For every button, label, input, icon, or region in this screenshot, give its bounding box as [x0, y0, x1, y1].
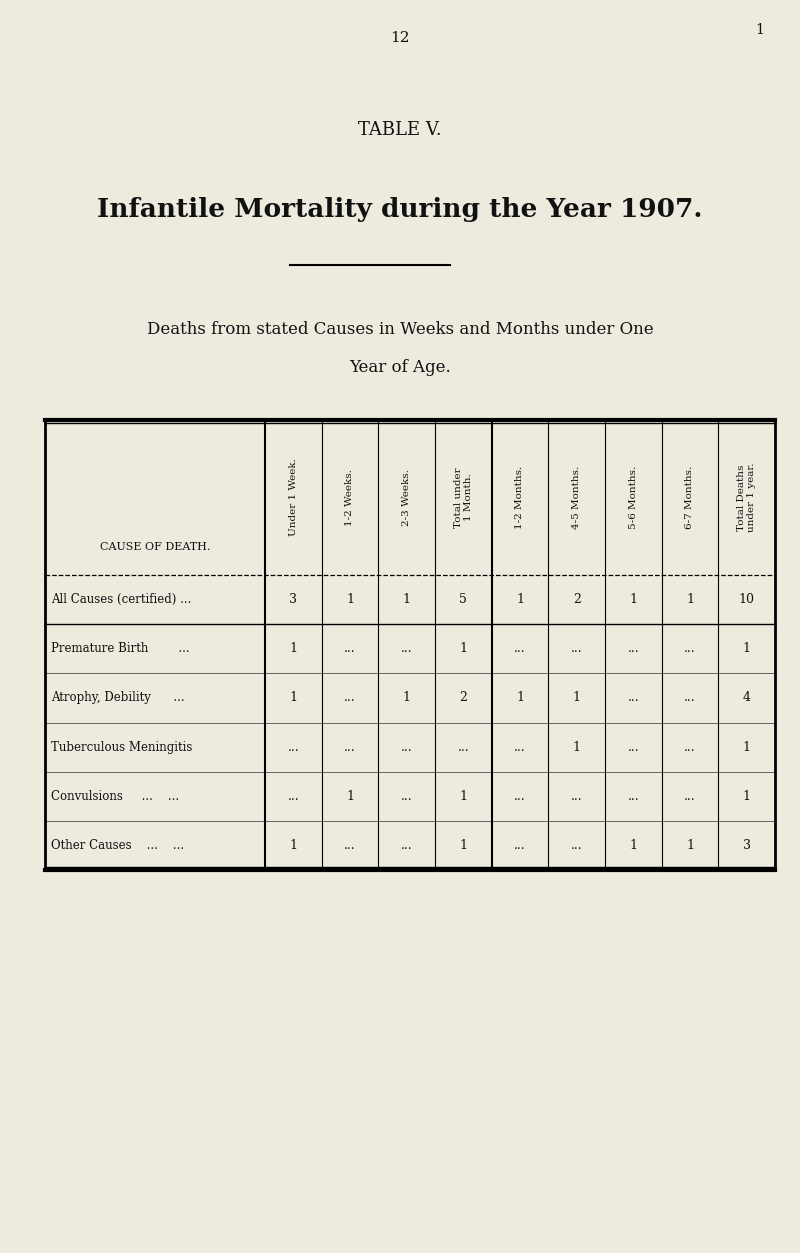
- Text: ...: ...: [401, 643, 413, 655]
- Text: Other Causes    ...    ...: Other Causes ... ...: [51, 840, 184, 852]
- Text: 1: 1: [742, 741, 750, 753]
- Text: 1: 1: [742, 789, 750, 803]
- Text: Tuberculous Meningitis: Tuberculous Meningitis: [51, 741, 192, 753]
- Text: ...: ...: [401, 741, 413, 753]
- Text: 1: 1: [742, 643, 750, 655]
- Text: 1: 1: [290, 692, 298, 704]
- Text: All Causes (certified) ...: All Causes (certified) ...: [51, 593, 191, 606]
- Text: Total under
1 Month.: Total under 1 Month.: [454, 467, 473, 528]
- Text: 1: 1: [516, 593, 524, 606]
- Text: 1-2 Weeks.: 1-2 Weeks.: [346, 469, 354, 526]
- Text: ...: ...: [344, 741, 356, 753]
- Text: Total Deaths
under 1 year.: Total Deaths under 1 year.: [737, 462, 756, 533]
- Text: 12: 12: [390, 31, 410, 45]
- Text: ...: ...: [287, 741, 299, 753]
- Text: 2-3 Weeks.: 2-3 Weeks.: [402, 469, 411, 526]
- Text: ...: ...: [684, 643, 696, 655]
- Text: ...: ...: [458, 741, 469, 753]
- Text: 4: 4: [742, 692, 750, 704]
- Text: Premature Birth        ...: Premature Birth ...: [51, 643, 190, 655]
- Text: 1: 1: [573, 741, 581, 753]
- Text: ...: ...: [627, 741, 639, 753]
- Text: ...: ...: [684, 789, 696, 803]
- Text: ...: ...: [344, 692, 356, 704]
- Text: ...: ...: [401, 789, 413, 803]
- Text: 1: 1: [459, 840, 467, 852]
- Text: 2: 2: [573, 593, 581, 606]
- Text: 6-7 Months.: 6-7 Months.: [686, 466, 694, 529]
- Text: ...: ...: [684, 692, 696, 704]
- Text: 1: 1: [290, 643, 298, 655]
- Text: ...: ...: [627, 789, 639, 803]
- Text: ...: ...: [344, 643, 356, 655]
- Text: ...: ...: [684, 741, 696, 753]
- Text: ...: ...: [627, 692, 639, 704]
- Text: 2: 2: [459, 692, 467, 704]
- Text: 3: 3: [742, 840, 750, 852]
- Text: ...: ...: [401, 840, 413, 852]
- Text: ...: ...: [514, 789, 526, 803]
- Text: TABLE V.: TABLE V.: [358, 122, 442, 139]
- Text: 10: 10: [738, 593, 754, 606]
- Text: 5: 5: [459, 593, 467, 606]
- Text: 1: 1: [459, 789, 467, 803]
- Text: ...: ...: [571, 840, 582, 852]
- Text: CAUSE OF DEATH.: CAUSE OF DEATH.: [100, 543, 210, 553]
- Text: 1: 1: [346, 789, 354, 803]
- Text: 1: 1: [402, 692, 410, 704]
- Text: ...: ...: [514, 643, 526, 655]
- Text: ...: ...: [571, 643, 582, 655]
- Text: Under 1 Week.: Under 1 Week.: [289, 459, 298, 536]
- Text: Infantile Mortality during the Year 1907.: Infantile Mortality during the Year 1907…: [98, 198, 702, 223]
- Text: 1: 1: [573, 692, 581, 704]
- Text: ...: ...: [571, 789, 582, 803]
- Text: 5-6 Months.: 5-6 Months.: [629, 466, 638, 529]
- Text: Deaths from stated Causes in Weeks and Months under One: Deaths from stated Causes in Weeks and M…: [146, 322, 654, 338]
- Text: ...: ...: [344, 840, 356, 852]
- Text: ...: ...: [627, 643, 639, 655]
- Text: 4-5 Months.: 4-5 Months.: [572, 466, 581, 529]
- Text: ...: ...: [514, 741, 526, 753]
- Text: 1: 1: [459, 643, 467, 655]
- Text: ...: ...: [287, 789, 299, 803]
- Text: 1: 1: [516, 692, 524, 704]
- Text: 1: 1: [630, 593, 638, 606]
- Text: 1-2 Months.: 1-2 Months.: [515, 466, 525, 529]
- Text: Year of Age.: Year of Age.: [349, 360, 451, 376]
- Text: 1: 1: [686, 593, 694, 606]
- Text: ...: ...: [514, 840, 526, 852]
- Text: 1: 1: [346, 593, 354, 606]
- Text: 1: 1: [630, 840, 638, 852]
- Text: 1: 1: [290, 840, 298, 852]
- Text: 1: 1: [402, 593, 410, 606]
- Text: Atrophy, Debility      ...: Atrophy, Debility ...: [51, 692, 185, 704]
- Text: 3: 3: [290, 593, 298, 606]
- Text: 1: 1: [686, 840, 694, 852]
- Text: 1: 1: [755, 23, 765, 38]
- Text: Convulsions     ...    ...: Convulsions ... ...: [51, 789, 179, 803]
